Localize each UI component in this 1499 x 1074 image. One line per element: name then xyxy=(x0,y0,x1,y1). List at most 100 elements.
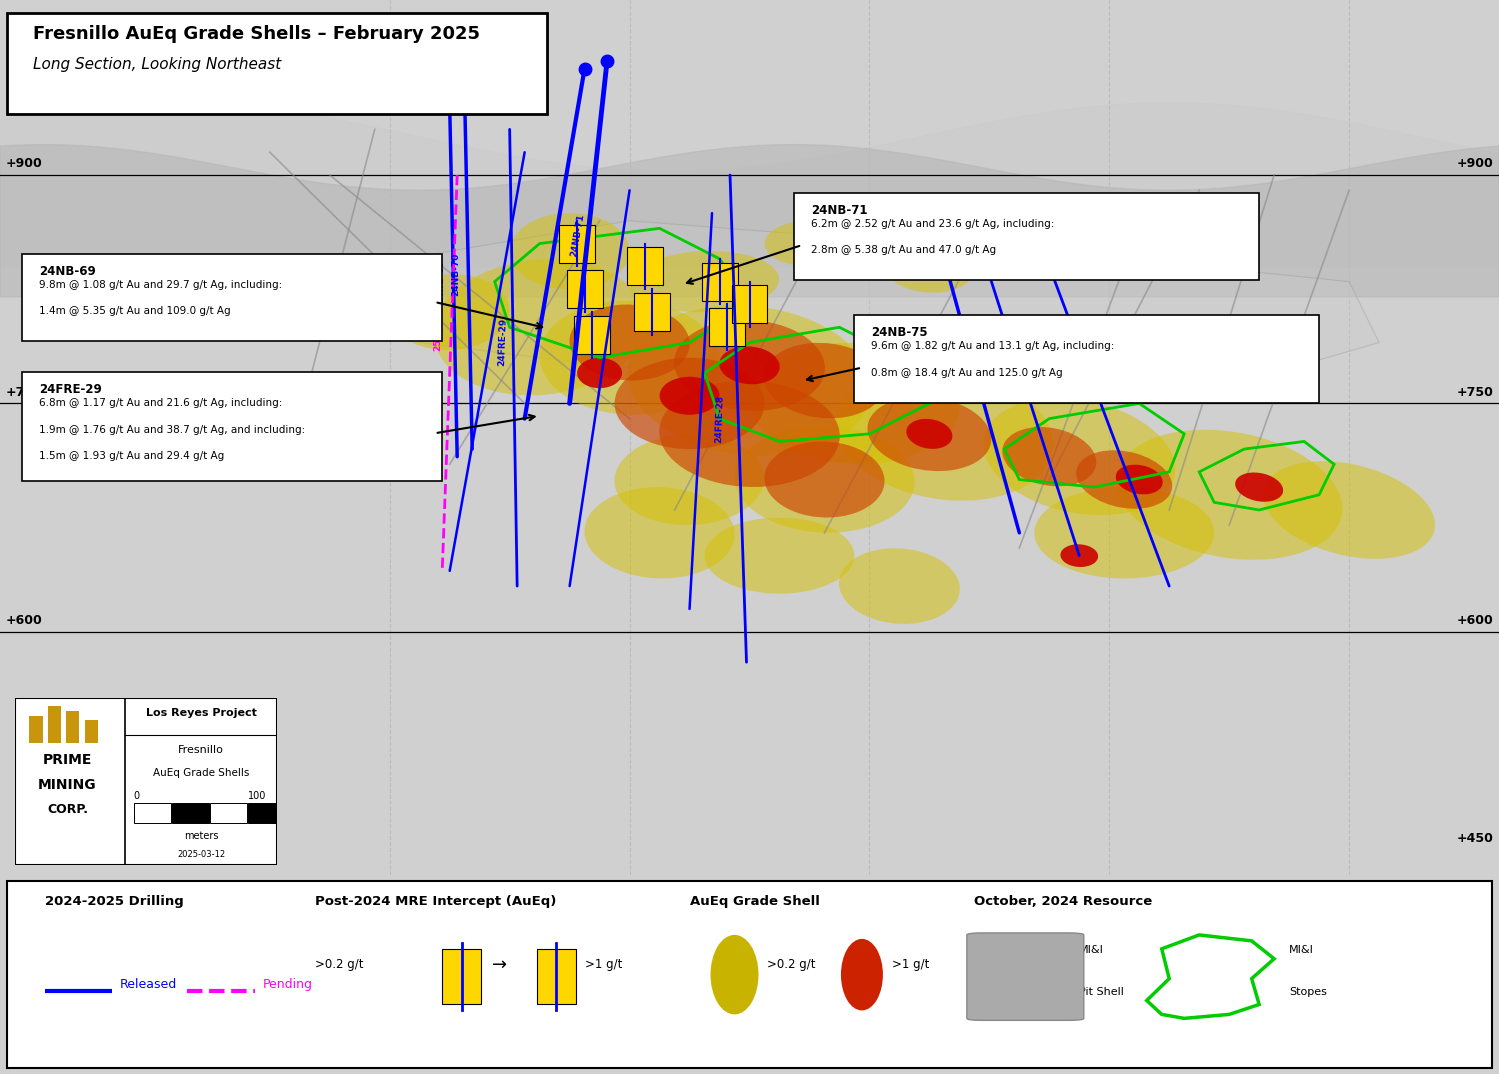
Ellipse shape xyxy=(390,274,510,350)
Ellipse shape xyxy=(839,548,959,624)
Text: Pending: Pending xyxy=(262,978,312,991)
Ellipse shape xyxy=(705,518,854,594)
Text: 24FRE-29: 24FRE-29 xyxy=(496,318,508,366)
Ellipse shape xyxy=(868,396,991,471)
FancyBboxPatch shape xyxy=(22,253,442,342)
Bar xyxy=(66,711,79,743)
FancyBboxPatch shape xyxy=(15,698,277,865)
Text: 25FRE-30: 25FRE-30 xyxy=(433,304,442,351)
Bar xyxy=(537,948,576,1004)
Ellipse shape xyxy=(1235,473,1283,502)
Text: MI&I: MI&I xyxy=(1079,945,1105,955)
Text: MINING: MINING xyxy=(37,778,97,792)
Text: +450: +450 xyxy=(1456,832,1493,845)
Text: Los Reyes Project: Los Reyes Project xyxy=(145,708,256,719)
Text: 1.4m @ 5.35 g/t Au and 109.0 g/t Ag: 1.4m @ 5.35 g/t Au and 109.0 g/t Ag xyxy=(39,306,231,317)
Bar xyxy=(559,224,595,263)
Ellipse shape xyxy=(841,939,883,1011)
Ellipse shape xyxy=(764,441,884,518)
Bar xyxy=(48,707,61,743)
Bar xyxy=(709,308,745,346)
Text: AuEq Grade Shell: AuEq Grade Shell xyxy=(690,896,820,909)
Ellipse shape xyxy=(1117,430,1342,560)
Text: meters: meters xyxy=(184,831,219,841)
Text: 24NB-75-28: 24NB-75-28 xyxy=(911,334,935,394)
Text: 6.2m @ 2.52 g/t Au and 23.6 g/t Ag, including:: 6.2m @ 2.52 g/t Au and 23.6 g/t Ag, incl… xyxy=(811,219,1054,229)
Bar xyxy=(574,316,610,354)
Text: MI&I: MI&I xyxy=(1289,945,1315,955)
Text: Long Section, Looking Northeast: Long Section, Looking Northeast xyxy=(33,57,282,72)
Ellipse shape xyxy=(615,358,764,449)
Text: 24FRE-28: 24FRE-28 xyxy=(714,394,726,442)
Ellipse shape xyxy=(585,488,735,579)
Ellipse shape xyxy=(660,377,720,415)
Text: 100: 100 xyxy=(249,792,267,801)
Ellipse shape xyxy=(577,358,622,388)
Bar xyxy=(627,247,663,286)
FancyBboxPatch shape xyxy=(22,372,442,481)
Text: 1.9m @ 1.76 g/t Au and 38.7 g/t Ag, and including:: 1.9m @ 1.76 g/t Au and 38.7 g/t Ag, and … xyxy=(39,424,306,435)
Polygon shape xyxy=(300,221,1379,388)
Text: 2025-03-12: 2025-03-12 xyxy=(177,850,225,858)
Ellipse shape xyxy=(570,305,690,380)
Ellipse shape xyxy=(1003,427,1096,487)
Text: 9.6m @ 1.82 g/t Au and 13.1 g/t Ag, including:: 9.6m @ 1.82 g/t Au and 13.1 g/t Ag, incl… xyxy=(871,342,1114,351)
Ellipse shape xyxy=(720,347,779,384)
Bar xyxy=(30,716,42,743)
Text: Fresnillo: Fresnillo xyxy=(178,744,225,755)
Ellipse shape xyxy=(1060,545,1099,567)
Text: 24NB-71: 24NB-71 xyxy=(570,213,586,258)
FancyBboxPatch shape xyxy=(854,315,1319,403)
Text: +600: +600 xyxy=(1456,614,1493,627)
Text: Post-2024 MRE Intercept (AuEq): Post-2024 MRE Intercept (AuEq) xyxy=(315,896,556,909)
Text: Released: Released xyxy=(120,978,177,991)
Text: 24FRE-29: 24FRE-29 xyxy=(39,383,102,396)
Text: 2.8m @ 5.38 g/t Au and 47.0 g/t Ag: 2.8m @ 5.38 g/t Au and 47.0 g/t Ag xyxy=(811,245,995,256)
FancyBboxPatch shape xyxy=(794,192,1259,280)
Ellipse shape xyxy=(660,380,839,487)
Text: >0.2 g/t: >0.2 g/t xyxy=(767,958,815,971)
Bar xyxy=(702,263,738,301)
Ellipse shape xyxy=(675,320,824,410)
Text: Stopes: Stopes xyxy=(1289,987,1327,997)
Text: 24NB-69: 24NB-69 xyxy=(39,265,96,278)
Text: 6.8m @ 1.17 g/t Au and 21.6 g/t Ag, including:: 6.8m @ 1.17 g/t Au and 21.6 g/t Ag, incl… xyxy=(39,398,282,408)
Ellipse shape xyxy=(711,934,758,1014)
Bar xyxy=(210,803,247,823)
Bar xyxy=(172,803,208,823)
Bar xyxy=(732,286,767,323)
Text: >1 g/t: >1 g/t xyxy=(585,958,622,971)
Text: CORP.: CORP. xyxy=(46,803,88,816)
Ellipse shape xyxy=(735,426,914,533)
Text: +900: +900 xyxy=(6,158,43,171)
Text: 0: 0 xyxy=(133,792,139,801)
Text: +600: +600 xyxy=(6,614,43,627)
Text: 24NB-71: 24NB-71 xyxy=(811,204,868,217)
Ellipse shape xyxy=(750,343,959,464)
Text: October, 2024 Resource: October, 2024 Resource xyxy=(974,896,1153,909)
Text: 24NB-69: 24NB-69 xyxy=(436,260,445,303)
Text: 0.8m @ 18.4 g/t Au and 125.0 g/t Ag: 0.8m @ 18.4 g/t Au and 125.0 g/t Ag xyxy=(871,367,1063,378)
Bar xyxy=(442,948,481,1004)
Bar xyxy=(634,293,670,331)
FancyBboxPatch shape xyxy=(967,933,1084,1020)
Text: PRIME: PRIME xyxy=(43,753,91,767)
Text: >1 g/t: >1 g/t xyxy=(892,958,929,971)
Bar xyxy=(567,271,603,308)
Ellipse shape xyxy=(1034,488,1214,579)
Ellipse shape xyxy=(540,301,720,415)
Ellipse shape xyxy=(764,221,854,266)
Text: 24NB-75: 24NB-75 xyxy=(871,326,928,339)
Text: +750: +750 xyxy=(6,386,43,398)
Text: 24NB-70: 24NB-70 xyxy=(451,252,460,295)
Ellipse shape xyxy=(1264,461,1435,558)
Text: 9.8m @ 1.08 g/t Au and 29.7 g/t Ag, including:: 9.8m @ 1.08 g/t Au and 29.7 g/t Ag, incl… xyxy=(39,280,282,290)
FancyBboxPatch shape xyxy=(7,13,547,114)
Text: 2024-2025 Drilling: 2024-2025 Drilling xyxy=(45,896,184,909)
Ellipse shape xyxy=(884,240,974,293)
Ellipse shape xyxy=(1115,465,1163,494)
Bar xyxy=(84,720,97,743)
Ellipse shape xyxy=(1076,450,1172,509)
Text: →: → xyxy=(492,956,507,974)
Text: +750: +750 xyxy=(1456,386,1493,398)
